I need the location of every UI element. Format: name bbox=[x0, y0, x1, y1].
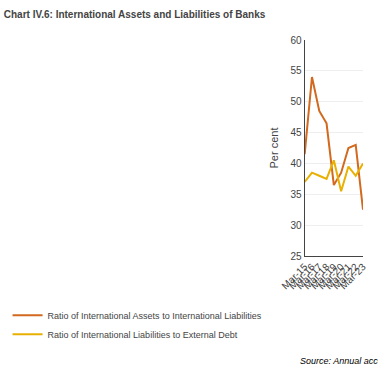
svg-text:Mar-22: Mar-22 bbox=[330, 261, 360, 291]
svg-text:Ratio of International Assets: Ratio of International Assets to Interna… bbox=[48, 311, 262, 321]
svg-text:Chart IV.6: International Asse: Chart IV.6: International Assets and Lia… bbox=[4, 9, 266, 20]
svg-text:Ratio of International Liabili: Ratio of International Liabilities to Ex… bbox=[48, 330, 238, 340]
svg-text:35: 35 bbox=[291, 189, 303, 200]
svg-text:Mar-15: Mar-15 bbox=[279, 261, 309, 291]
svg-text:55: 55 bbox=[291, 65, 303, 76]
svg-text:Mar-19: Mar-19 bbox=[309, 261, 339, 291]
svg-text:60: 60 bbox=[291, 35, 303, 46]
svg-text:40: 40 bbox=[291, 158, 303, 169]
svg-text:Mar-18: Mar-18 bbox=[301, 261, 331, 291]
svg-text:45: 45 bbox=[291, 127, 303, 138]
svg-text:Mar-16: Mar-16 bbox=[287, 261, 317, 291]
svg-text:Mar-23: Mar-23 bbox=[338, 261, 368, 291]
svg-text:Per cent: Per cent bbox=[268, 128, 280, 169]
svg-text:Source: Annual accounts of ban: Source: Annual accounts of banks and DBI… bbox=[300, 356, 378, 366]
svg-text:50: 50 bbox=[291, 96, 303, 107]
svg-text:Mar-20: Mar-20 bbox=[316, 261, 346, 291]
svg-text:30: 30 bbox=[291, 220, 303, 231]
svg-text:25: 25 bbox=[291, 251, 303, 262]
svg-text:Mar-17: Mar-17 bbox=[294, 261, 324, 291]
svg-text:Mar-21: Mar-21 bbox=[323, 261, 353, 291]
